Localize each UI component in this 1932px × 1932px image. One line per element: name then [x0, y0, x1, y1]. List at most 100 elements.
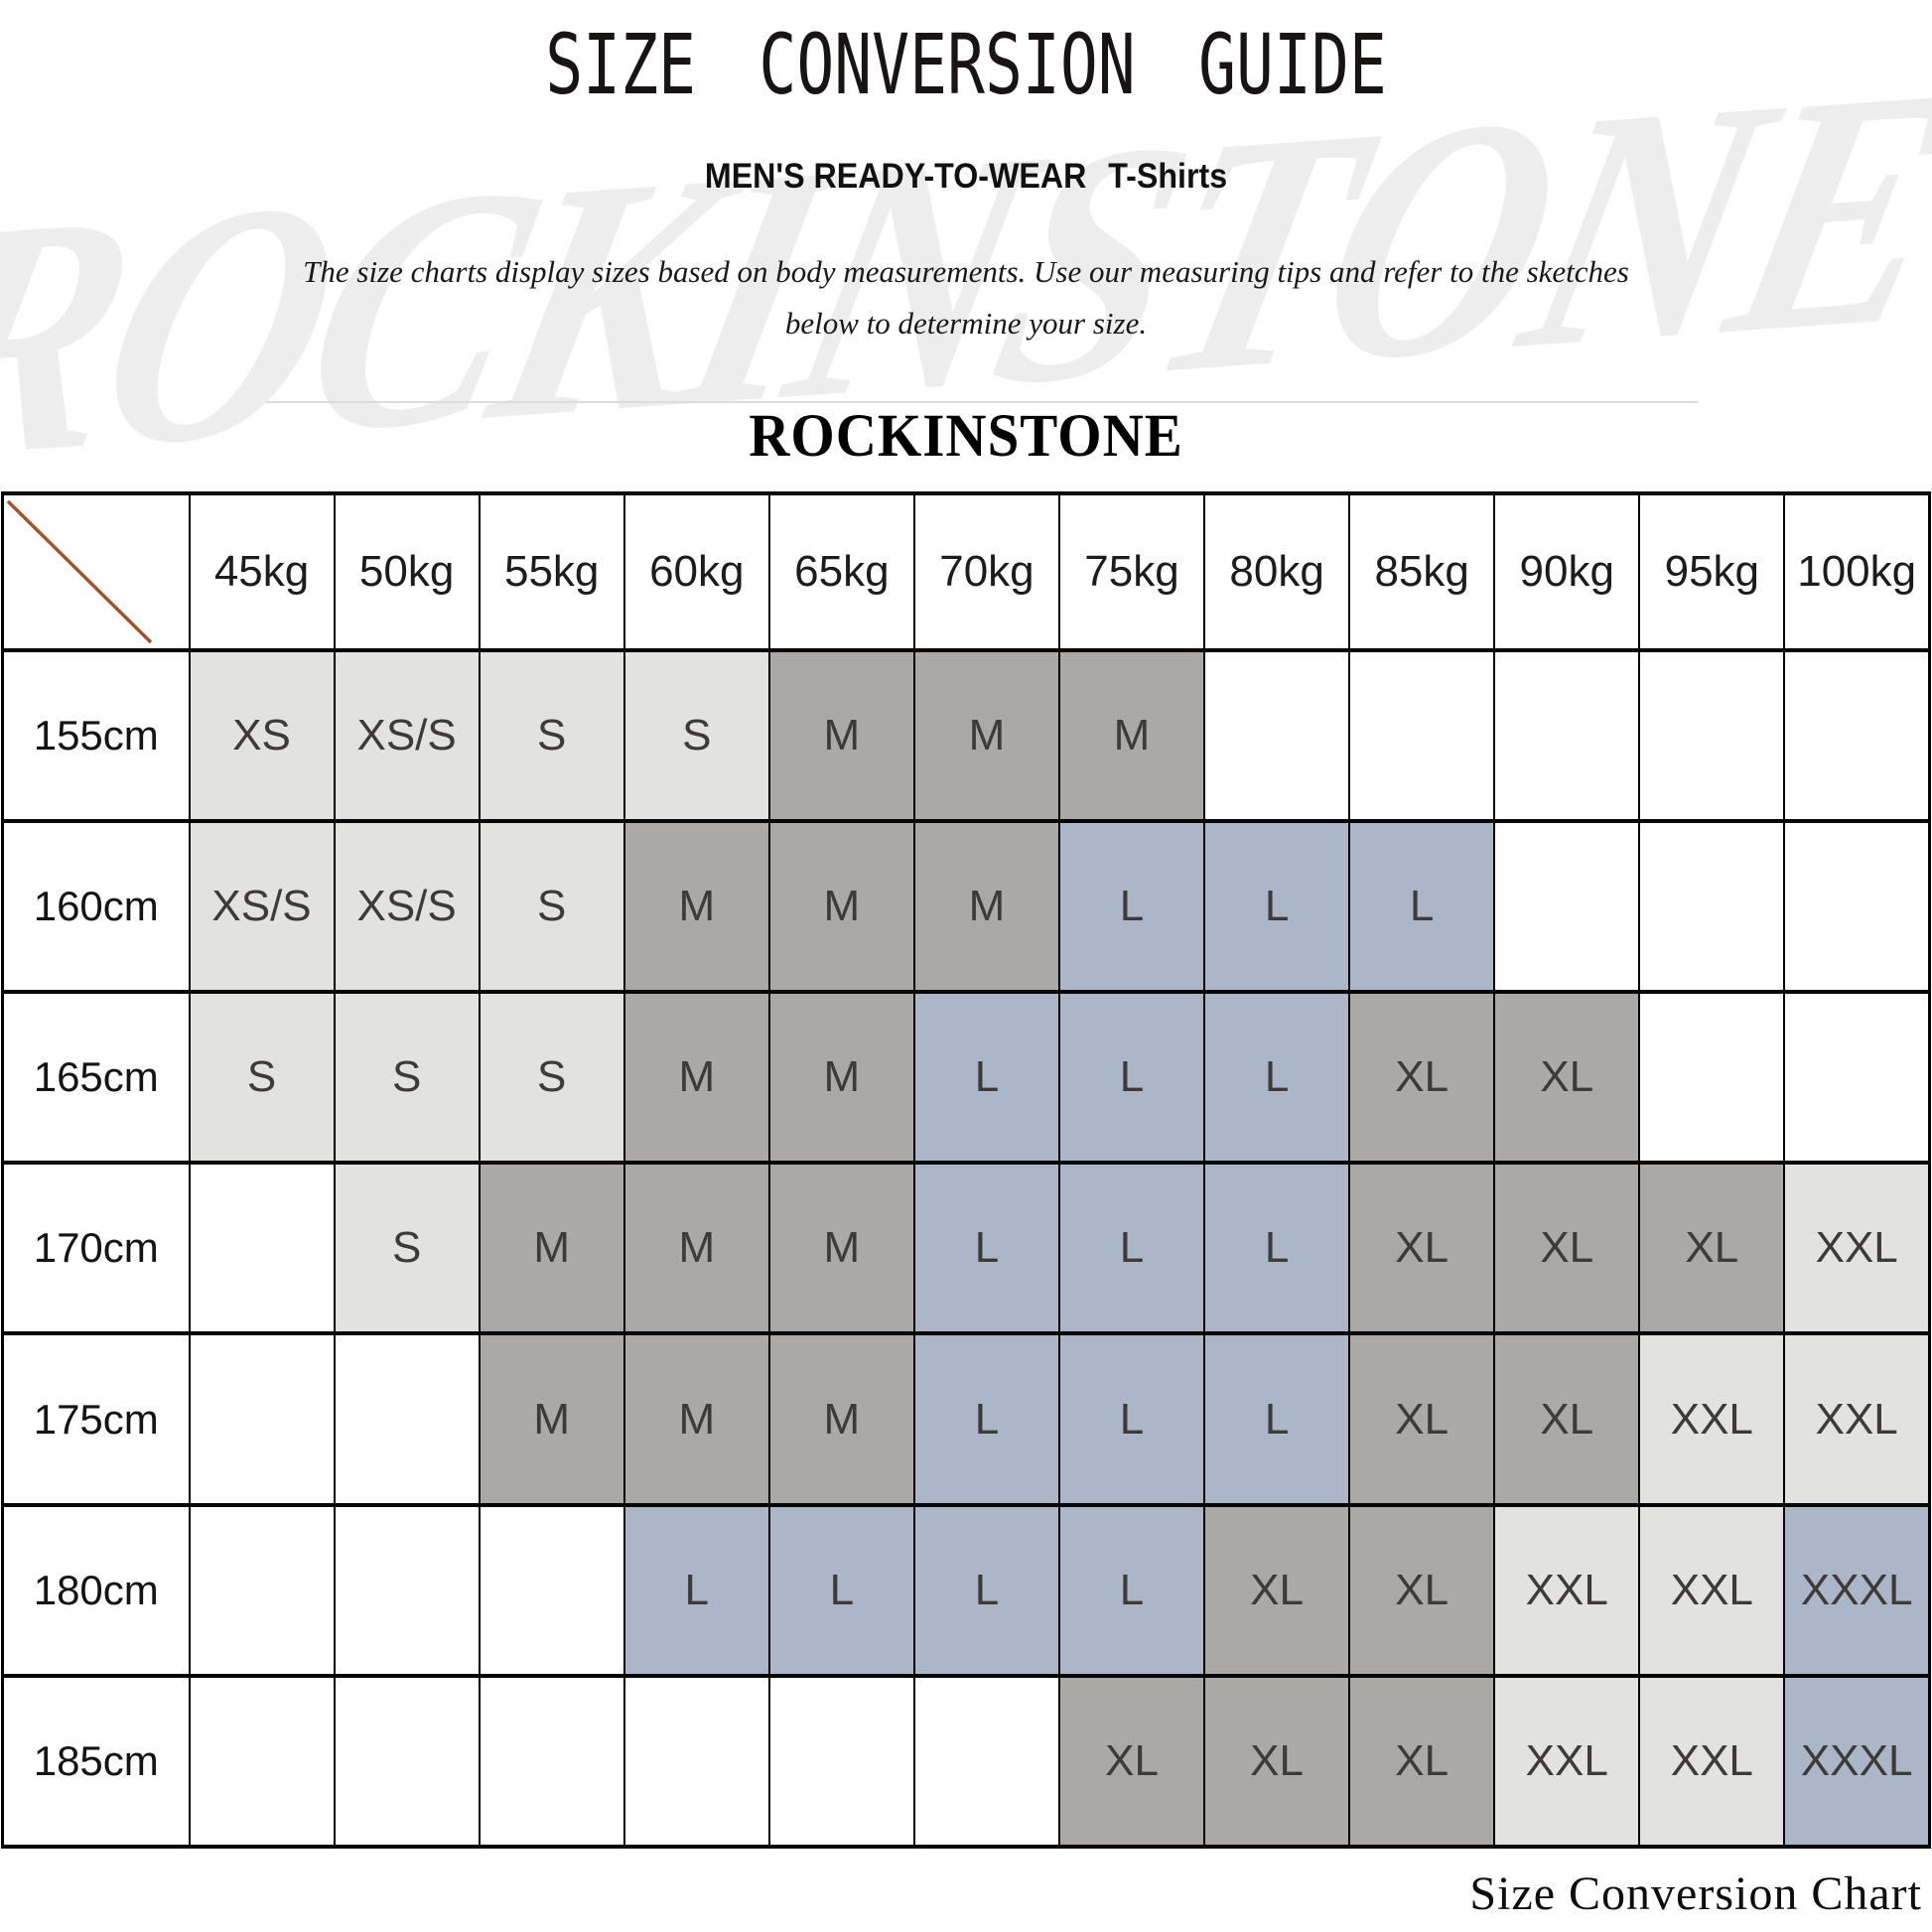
empty-cell — [188, 1331, 336, 1507]
description: The size charts display sizes based on b… — [0, 246, 1932, 349]
size-cell: XS/S — [333, 647, 481, 824]
size-cell: L — [1057, 819, 1206, 995]
size-conversion-table: 45kg 50kg 55kg 60kg 65kg 70kg 75kg 80kg 85kg 90kg… — [1, 491, 1931, 1850]
divider-line — [266, 401, 1698, 403]
size-cell: S — [478, 647, 625, 824]
size-cell: XL — [1348, 1331, 1496, 1507]
size-cell: XXL — [1783, 1331, 1931, 1507]
weight-header-70kg: 70kg — [912, 491, 1060, 652]
size-cell: XXL — [1783, 1161, 1931, 1336]
weight-header-75kg: 75kg — [1057, 491, 1206, 652]
size-cell: M — [767, 1161, 915, 1336]
size-cell: XL — [1057, 1673, 1206, 1850]
table-row-180cm: 180cm L L L L XL XL XXL XXL XXXL — [1, 1502, 1931, 1678]
size-cell: XL — [1348, 1161, 1496, 1336]
size-cell: XL — [1203, 1502, 1351, 1678]
table-row-175cm: 175cm M M M L L L XL XL XXL XXL — [1, 1331, 1931, 1507]
weight-header-90kg: 90kg — [1493, 491, 1641, 652]
empty-cell — [767, 1673, 915, 1850]
size-cell: M — [767, 1331, 915, 1507]
size-cell: XS — [188, 647, 336, 824]
size-cell: S — [478, 990, 625, 1166]
size-cell: XL — [1203, 1673, 1351, 1850]
subtitle-product: T-Shirts — [1108, 157, 1228, 196]
size-cell: S — [188, 990, 336, 1166]
size-cell: S — [622, 647, 770, 824]
table-row-155cm: 155cm XS XS/S S S M M M — [1, 647, 1931, 824]
weight-header-85kg: 85kg — [1348, 491, 1496, 652]
size-cell: L — [767, 1502, 915, 1678]
size-cell: XS/S — [333, 819, 481, 995]
empty-cell — [188, 1673, 336, 1850]
weight-header-45kg: 45kg — [188, 491, 336, 652]
description-line-1: The size charts display sizes based on b… — [303, 254, 1629, 289]
empty-cell — [1783, 647, 1931, 824]
empty-cell — [1493, 819, 1641, 995]
empty-cell — [478, 1673, 625, 1850]
empty-cell — [622, 1673, 770, 1850]
size-cell: S — [333, 1161, 481, 1336]
size-cell: L — [1203, 1161, 1351, 1336]
height-label-165cm: 165cm — [1, 990, 191, 1166]
table-row-170cm: 170cm S M M M L L L XL XL XL XXL — [1, 1161, 1931, 1336]
size-cell: S — [478, 819, 625, 995]
size-cell: XXL — [1493, 1673, 1641, 1850]
weight-header-50kg: 50kg — [333, 491, 481, 652]
size-cell: XXXL — [1783, 1502, 1931, 1678]
empty-cell — [188, 1161, 336, 1336]
size-cell: XL — [1638, 1161, 1786, 1336]
table-row-160cm: 160cm XS/S XS/S S M M M L L L — [1, 819, 1931, 995]
size-cell: L — [1203, 990, 1351, 1166]
weight-header-60kg: 60kg — [622, 491, 770, 652]
empty-cell — [333, 1673, 481, 1850]
empty-cell — [912, 1673, 1060, 1850]
empty-cell — [333, 1331, 481, 1507]
weight-header-80kg: 80kg — [1203, 491, 1351, 652]
size-cell: L — [1057, 990, 1206, 1166]
empty-cell — [1638, 990, 1786, 1166]
table-row-165cm: 165cm S S S M M L L L XL XL — [1, 990, 1931, 1166]
empty-cell — [478, 1502, 625, 1678]
diagonal-line — [6, 499, 153, 644]
height-label-170cm: 170cm — [1, 1161, 191, 1336]
brand-name: ROCKINSTONE — [749, 402, 1183, 471]
empty-cell — [1783, 990, 1931, 1166]
size-cell: XXL — [1493, 1502, 1641, 1678]
size-cell: XL — [1348, 1673, 1496, 1850]
size-cell: XXL — [1638, 1502, 1786, 1678]
empty-cell — [1348, 647, 1496, 824]
size-cell: L — [912, 990, 1060, 1166]
chart-caption: Size Conversion Chart — [1469, 1867, 1922, 1920]
size-cell: M — [767, 819, 915, 995]
empty-cell — [1203, 647, 1351, 824]
size-cell: L — [1057, 1502, 1206, 1678]
size-cell: L — [1203, 1331, 1351, 1507]
size-cell: XL — [1493, 1161, 1641, 1336]
size-cell: S — [333, 990, 481, 1166]
size-cell: M — [478, 1331, 625, 1507]
weight-header-100kg: 100kg — [1783, 491, 1931, 652]
subtitle-category: MEN'S READY-TO-WEAR — [704, 157, 1087, 196]
size-cell: XL — [1493, 990, 1641, 1166]
height-label-155cm: 155cm — [1, 647, 191, 824]
empty-cell — [188, 1502, 336, 1678]
size-cell: XL — [1348, 990, 1496, 1166]
size-cell: M — [1057, 647, 1206, 824]
size-cell: M — [912, 647, 1060, 824]
size-cell: XS/S — [188, 819, 336, 995]
size-cell: M — [767, 990, 915, 1166]
size-cell: M — [767, 647, 915, 824]
size-cell: XL — [1348, 1502, 1496, 1678]
size-cell: XXL — [1638, 1331, 1786, 1507]
height-label-180cm: 180cm — [1, 1502, 191, 1678]
size-cell: XL — [1493, 1331, 1641, 1507]
subtitle: MEN'S READY-TO-WEAR T-Shirts — [77, 157, 1855, 197]
table-body: 155cm XS XS/S S S M M M 160cm XS/S XS/S S M M M L L L 165c… — [1, 647, 1931, 1850]
size-cell: M — [478, 1161, 625, 1336]
size-cell: M — [622, 990, 770, 1166]
size-cell: XXL — [1638, 1673, 1786, 1850]
weight-header-65kg: 65kg — [767, 491, 915, 652]
weight-header-55kg: 55kg — [478, 491, 625, 652]
page-title: SIZE CONVERSION GUIDE — [545, 16, 1387, 113]
